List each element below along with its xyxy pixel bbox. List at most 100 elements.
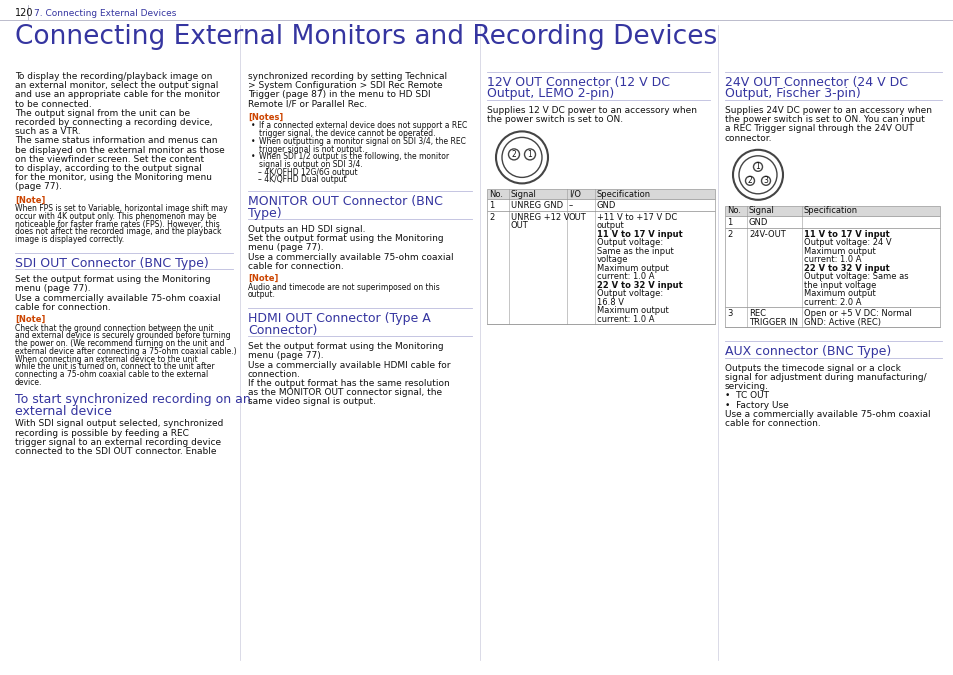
Text: while the unit is turned on, connect to the unit after: while the unit is turned on, connect to … [15,362,214,371]
Text: a REC Trigger signal through the 24V OUT: a REC Trigger signal through the 24V OUT [724,124,913,134]
Text: – 4K/QFHD 12G/6G output: – 4K/QFHD 12G/6G output [257,167,357,177]
Bar [486,199,714,211]
Text: 1: 1 [527,150,532,159]
Text: trigger signal, the device cannot be operated.: trigger signal, the device cannot be ope… [258,129,435,138]
Text: Maximum output: Maximum output [597,306,668,315]
Text: such as a VTR.: such as a VTR. [15,127,81,136]
Text: 3: 3 [762,176,767,186]
Text: output.: output. [248,290,275,300]
Text: Remote I/F or Parallel Rec.: Remote I/F or Parallel Rec. [248,100,367,109]
Text: as the MONITOR OUT connector signal, the: as the MONITOR OUT connector signal, the [248,388,441,397]
Text: When outputting a monitor signal on SDI 3/4, the REC: When outputting a monitor signal on SDI … [258,137,465,146]
Text: 120: 120 [15,8,33,18]
Text: Use a commercially available 75-ohm coaxial: Use a commercially available 75-ohm coax… [724,410,929,418]
Text: No.: No. [726,207,740,215]
Text: Specification: Specification [803,207,858,215]
Text: synchronized recording by setting Technical: synchronized recording by setting Techni… [248,72,447,81]
Text: 11 V to 17 V input: 11 V to 17 V input [597,230,682,239]
Text: Output voltage: Same as: Output voltage: Same as [803,272,907,281]
Text: When connecting an external device to the unit: When connecting an external device to th… [15,354,197,364]
Text: recording is possible by feeding a REC: recording is possible by feeding a REC [15,429,189,437]
Text: the power on. (We recommend turning on the unit and: the power on. (We recommend turning on t… [15,340,224,348]
Text: Supplies 24V DC power to an accessory when: Supplies 24V DC power to an accessory wh… [724,106,931,115]
Text: Supplies 12 V DC power to an accessory when: Supplies 12 V DC power to an accessory w… [486,106,697,115]
Text: on the viewfinder screen. Set the content: on the viewfinder screen. Set the conten… [15,155,204,164]
Text: the power switch is set to ON. You can input: the power switch is set to ON. You can i… [724,115,923,124]
Text: servicing.: servicing. [724,382,768,391]
Text: voltage: voltage [597,255,628,265]
Text: Signal: Signal [748,207,774,215]
Text: for the monitor, using the Monitoring menu: for the monitor, using the Monitoring me… [15,173,212,182]
Text: 22 V to 32 V input: 22 V to 32 V input [803,264,889,273]
Text: –: – [568,201,573,211]
Text: cable for connection.: cable for connection. [15,303,111,312]
Text: current: 1.0 A: current: 1.0 A [597,273,654,281]
Text: Maximum output: Maximum output [803,247,875,256]
Text: external device after connecting a 75-ohm coaxial cable.): external device after connecting a 75-oh… [15,347,236,356]
Text: UNREG +12 V: UNREG +12 V [511,213,569,222]
Text: 1: 1 [726,218,732,227]
Text: cable for connection.: cable for connection. [724,419,820,428]
Text: The output signal from the unit can be: The output signal from the unit can be [15,109,190,118]
Text: connector.: connector. [724,134,772,142]
Bar [486,190,714,199]
Text: and use an appropriate cable for the monitor: and use an appropriate cable for the mon… [15,90,219,99]
Text: signal for adjustment during manufacturing/: signal for adjustment during manufacturi… [724,373,925,382]
Text: Audio and timecode are not superimposed on this: Audio and timecode are not superimposed … [248,283,439,292]
Text: cable for connection.: cable for connection. [248,262,343,271]
Text: image is displayed correctly.: image is displayed correctly. [15,235,124,244]
Text: No.: No. [489,190,502,199]
Text: current: 2.0 A: current: 2.0 A [803,298,861,307]
Text: and external device is securely grounded before turning: and external device is securely grounded… [15,331,231,340]
Text: current: 1.0 A: current: 1.0 A [597,315,654,324]
Text: •  Factory Use: • Factory Use [724,400,788,410]
Text: When SDI 1/2 output is the following, the monitor: When SDI 1/2 output is the following, th… [258,153,449,161]
Text: 2: 2 [726,230,732,239]
Text: Output voltage:: Output voltage: [597,238,662,248]
Text: an external monitor, select the output signal: an external monitor, select the output s… [15,81,218,90]
Text: GND: GND [748,218,767,227]
Text: •: • [251,122,255,130]
Text: 2: 2 [747,176,752,186]
Text: occur with 4K output only. This phenomenon may be: occur with 4K output only. This phenomen… [15,212,216,221]
Text: To start synchronized recording on an: To start synchronized recording on an [15,394,251,406]
Text: The same status information and menus can: The same status information and menus ca… [15,136,217,145]
Text: 7. Connecting External Devices: 7. Connecting External Devices [34,9,176,18]
Text: If a connected external device does not support a REC: If a connected external device does not … [258,122,467,130]
Text: does not affect the recorded image, and the playback: does not affect the recorded image, and … [15,227,221,236]
Text: recorded by connecting a recording device,: recorded by connecting a recording devic… [15,118,213,127]
Text: Type): Type) [248,207,281,219]
Text: Use a commercially available 75-ohm coaxial: Use a commercially available 75-ohm coax… [15,294,220,302]
Text: 11 V to 17 V input: 11 V to 17 V input [803,230,889,239]
Text: REC: REC [748,309,765,319]
Text: GND: GND [597,201,616,211]
Text: 12V OUT Connector (12 V DC: 12V OUT Connector (12 V DC [486,76,669,89]
Text: Connecting External Monitors and Recording Devices: Connecting External Monitors and Recordi… [15,24,717,50]
Text: 16.8 V: 16.8 V [597,298,623,307]
Text: •: • [251,153,255,161]
Text: Set the output format using the Monitoring: Set the output format using the Monitori… [248,234,443,243]
Text: Outputs an HD SDI signal.: Outputs an HD SDI signal. [248,225,365,234]
Text: SDI OUT Connector (BNC Type): SDI OUT Connector (BNC Type) [15,256,209,270]
Text: Maximum output: Maximum output [803,290,875,298]
Text: [Notes]: [Notes] [248,113,283,122]
Text: to be connected.: to be connected. [15,100,91,109]
Text: HDMI OUT Connector (Type A: HDMI OUT Connector (Type A [248,313,431,325]
Text: > System Configuration > SDI Rec Remote: > System Configuration > SDI Rec Remote [248,81,442,90]
Text: current: 1.0 A: current: 1.0 A [803,255,861,265]
Text: [Note]: [Note] [15,196,46,205]
Text: Set the output format using the Monitoring: Set the output format using the Monitori… [248,342,443,351]
Text: [Note]: [Note] [248,274,278,283]
Text: to display, according to the output signal: to display, according to the output sign… [15,164,202,173]
Text: 3: 3 [726,309,732,319]
Text: Check that the ground connection between the unit: Check that the ground connection between… [15,324,213,333]
Text: MONITOR OUT Connector (BNC: MONITOR OUT Connector (BNC [248,195,442,208]
Text: the power switch is set to ON.: the power switch is set to ON. [486,115,622,124]
Bar [724,227,939,307]
Text: noticeable for faster frame rates (FPS). However, this: noticeable for faster frame rates (FPS).… [15,219,219,229]
Text: Specification: Specification [597,190,651,199]
Text: Same as the input: Same as the input [597,247,673,256]
Text: (page 77).: (page 77). [15,182,62,192]
Text: be displayed on the external monitor as those: be displayed on the external monitor as … [15,146,225,155]
Text: •  TC OUT: • TC OUT [724,392,768,400]
